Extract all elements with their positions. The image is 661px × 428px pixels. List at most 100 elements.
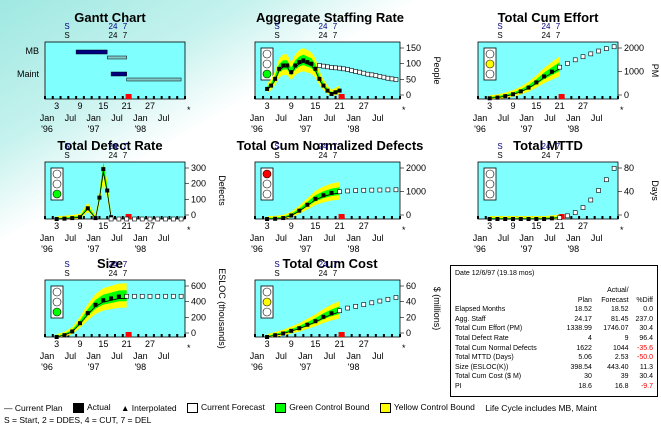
traffic-light-lamp [485, 169, 495, 179]
traffic-light-lamp [485, 69, 495, 79]
x-minor-tick [310, 334, 313, 337]
panel-title: Size [97, 256, 123, 271]
x-month-label: Jan [133, 113, 148, 123]
summary-plan: 5.06 [578, 354, 592, 362]
actual-point [78, 215, 82, 220]
x-tick-label: 9 [77, 339, 82, 349]
x-month-label: Jul [65, 351, 77, 361]
x-minor-tick [477, 216, 479, 219]
legend-actual: Actual [72, 402, 111, 414]
actual-point [93, 216, 98, 221]
summary-col-forecast: Forecast [601, 296, 629, 304]
traffic-light-lamp [52, 189, 62, 199]
summary-table: Date 12/6/97 (19.18 mos) Actual/ Plan Fo… [450, 265, 658, 397]
milestone-letter: S [274, 31, 279, 40]
x-minor-tick [51, 96, 54, 99]
x-minor-tick [137, 96, 140, 99]
plan-line [489, 217, 560, 220]
summary-forecast: 1044 [612, 344, 629, 352]
x-minor-tick [617, 216, 619, 219]
x-tick-label: 27 [578, 221, 588, 231]
status-marker [125, 94, 132, 99]
x-minor-tick [152, 216, 155, 219]
forecast-point [369, 187, 375, 193]
x-minor-tick [358, 216, 361, 219]
x-minor-tick [358, 334, 361, 337]
actual-point [273, 333, 278, 338]
traffic-light-lamp [485, 179, 495, 189]
summary-diff: 237.0 [635, 315, 653, 323]
status-marker [558, 94, 565, 99]
milestone-letter: S [64, 22, 69, 31]
x-tick-label: 3 [265, 221, 270, 231]
x-minor-tick [90, 334, 93, 337]
forecast-point [108, 216, 114, 222]
x-minor-tick [318, 96, 321, 99]
x-minor-tick [168, 96, 171, 99]
actual-point [329, 190, 334, 195]
x-minor-tick [152, 334, 155, 337]
x-month-label: Jan [298, 351, 313, 361]
x-minor-tick [374, 334, 377, 337]
milestone-letter: 24 [109, 31, 118, 40]
x-minor-tick [302, 216, 305, 219]
x-minor-tick [82, 334, 85, 337]
x-tick-label: 27 [359, 221, 369, 231]
gantt-row-label: Maint [17, 69, 40, 79]
actual-point [93, 302, 98, 307]
x-tick-label: 21 [335, 101, 345, 111]
x-month-label: Jan [133, 351, 148, 361]
forecast-point [337, 189, 342, 194]
forecast-point [333, 65, 338, 71]
summary-row: PI 18.6 16.8 -9.7 [454, 382, 654, 392]
x-minor-tick [121, 216, 124, 219]
summary-row: Size (ESLOC(K)) 398.54 443.40 11.3 [454, 363, 654, 373]
x-minor-tick [82, 216, 85, 219]
actual-point [313, 196, 318, 201]
summary-forecast: 39 [620, 373, 629, 381]
summary-plan: 30 [584, 373, 592, 381]
green-control-bound [56, 290, 127, 337]
x-tick-label: 27 [578, 101, 588, 111]
milestone-letter: 24 [109, 142, 118, 151]
x-minor-tick [302, 96, 305, 99]
summary-header-row-2: Plan Forecast %Diff [454, 296, 654, 306]
forecast-point [163, 216, 168, 222]
summary-col-actual-top: Actual/ [607, 287, 629, 294]
gantt-forecast-bar [106, 55, 127, 60]
yellow-control-bound [56, 162, 112, 219]
forecast-point [317, 63, 322, 68]
summary-label: Total Cum Effort (PM) [455, 325, 523, 333]
traffic-light-lamp [262, 49, 272, 59]
summary-diff: -35.6 [637, 344, 653, 352]
x-minor-tick [160, 334, 163, 337]
forecast-point [353, 304, 358, 309]
traffic-light-lamp [52, 169, 62, 179]
x-year-label: '96 [251, 244, 263, 254]
forecast-point [588, 197, 594, 203]
traffic-light-lamp [485, 59, 495, 69]
gantt-row-label: MB [26, 46, 40, 56]
x-minor-tick [168, 216, 171, 219]
gantt-plan-bar [110, 71, 127, 77]
milestone-letter: S [497, 22, 502, 31]
milestone-letter: 7 [123, 151, 128, 160]
forecast-point [604, 46, 609, 51]
x-year-label: '98 [567, 124, 579, 134]
actual-point [78, 321, 82, 326]
x-minor-tick [484, 216, 487, 219]
forecast-point [139, 293, 145, 299]
x-month-label: Jul [158, 113, 170, 123]
forecast-point [596, 48, 601, 54]
milestone-letter: 7 [123, 142, 128, 151]
actual-point [101, 298, 106, 303]
x-minor-tick [98, 216, 101, 219]
plan-line [267, 192, 340, 220]
summary-label: Agg. Staff [455, 315, 486, 323]
forecast-point [572, 210, 578, 215]
actual-point [549, 69, 554, 74]
x-minor-tick [176, 216, 179, 219]
x-month-label: Jan [86, 351, 101, 361]
x-minor-tick [114, 216, 116, 219]
y-tick-label: 200 [191, 179, 206, 189]
